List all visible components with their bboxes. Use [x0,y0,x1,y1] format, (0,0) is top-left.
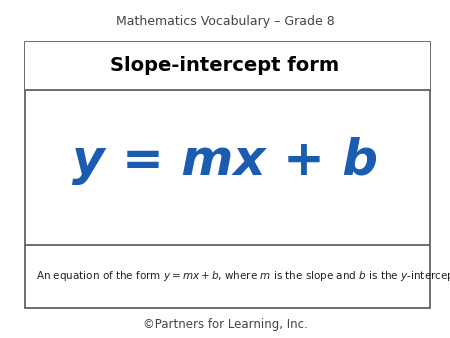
Text: Mathematics Vocabulary – Grade 8: Mathematics Vocabulary – Grade 8 [116,16,334,28]
Text: y = mx + b: y = mx + b [72,137,378,185]
Bar [25,42,430,308]
Bar [25,42,430,90]
Text: An equation of the form $y = mx + b$, where $m$ is the slope and $b$ is the $y$-: An equation of the form $y = mx + b$, wh… [36,269,450,283]
Text: Slope-intercept form: Slope-intercept form [110,56,340,75]
Text: ©Partners for Learning, Inc.: ©Partners for Learning, Inc. [143,318,307,331]
